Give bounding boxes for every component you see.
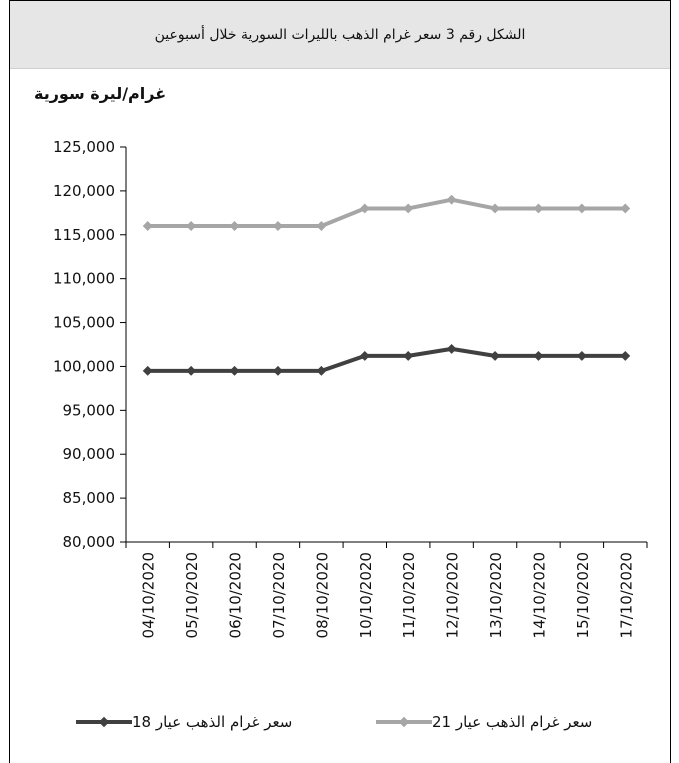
series-point-0	[490, 203, 500, 214]
x-tick-label: 08/10/2020	[313, 552, 331, 638]
series-point-0	[620, 203, 631, 214]
series-point-1	[403, 350, 414, 361]
legend-entry-21k: سعر غرام الذهب عيار 21	[372, 708, 592, 736]
x-tick-label: 06/10/2020	[227, 552, 245, 638]
series-point-0	[142, 221, 153, 231]
x-tick-label: 11/10/2020	[400, 552, 418, 638]
series-point-1	[186, 365, 197, 376]
series-point-0	[403, 203, 414, 214]
y-tick-label: 85,000	[63, 489, 116, 507]
series-point-0	[229, 221, 240, 231]
series-point-1	[533, 350, 544, 361]
series-point-0	[576, 203, 587, 214]
x-tick-label: 12/10/2020	[444, 552, 462, 638]
series-point-1	[273, 365, 283, 376]
y-tick-label: 110,000	[53, 270, 115, 288]
series-point-1	[229, 365, 240, 376]
series-point-0	[359, 203, 370, 214]
series-point-1	[142, 365, 153, 376]
x-tick-label: 17/10/2020	[617, 552, 635, 638]
series-point-0	[446, 194, 457, 205]
legend-label-18k: سعر غرام الذهب عيار 18	[132, 713, 293, 731]
x-tick-label: 10/10/2020	[357, 552, 375, 638]
series-point-0	[316, 221, 327, 231]
y-tick-label: 125,000	[53, 138, 115, 156]
series-point-1	[490, 350, 500, 361]
x-tick-label: 13/10/2020	[487, 552, 505, 638]
y-tick-label: 120,000	[53, 182, 115, 200]
chart-title-bar: الشكل رقم 3 سعر غرام الذهب بالليرات السو…	[10, 1, 670, 69]
series-point-1	[446, 343, 457, 354]
legend-swatch-21k	[376, 715, 432, 729]
series-line-1	[145, 346, 628, 373]
series-point-1	[576, 350, 587, 361]
x-tick-label: 04/10/2020	[140, 552, 158, 638]
legend-swatch-18k	[76, 715, 132, 729]
x-tick-label: 07/10/2020	[270, 552, 288, 638]
y-tick-label: 105,000	[53, 314, 115, 332]
series-point-1	[316, 365, 327, 376]
x-tick-label: 15/10/2020	[574, 552, 592, 638]
y-tick-label: 90,000	[63, 445, 116, 463]
series-point-1	[359, 350, 370, 361]
chart-title: الشكل رقم 3 سعر غرام الذهب بالليرات السو…	[154, 26, 526, 43]
series-point-0	[273, 221, 283, 231]
y-axis-unit-label: غرام/ليرة سورية	[34, 84, 167, 103]
y-tick-label: 95,000	[63, 401, 116, 419]
y-tick-label: 80,000	[63, 533, 116, 551]
y-tick-label: 115,000	[53, 226, 115, 244]
series-line-0	[145, 197, 628, 228]
legend-label-21k: سعر غرام الذهب عيار 21	[432, 713, 593, 731]
chart-frame: الشكل رقم 3 سعر غرام الذهب بالليرات السو…	[9, 0, 671, 763]
x-tick-label: 14/10/2020	[530, 552, 548, 638]
y-tick-label: 100,000	[53, 357, 115, 375]
series-point-0	[186, 221, 197, 231]
x-tick-label: 05/10/2020	[183, 552, 201, 638]
series-point-1	[620, 350, 631, 361]
legend-entry-18k: سعر غرام الذهب عيار 18	[72, 708, 292, 736]
series-point-0	[533, 203, 544, 214]
